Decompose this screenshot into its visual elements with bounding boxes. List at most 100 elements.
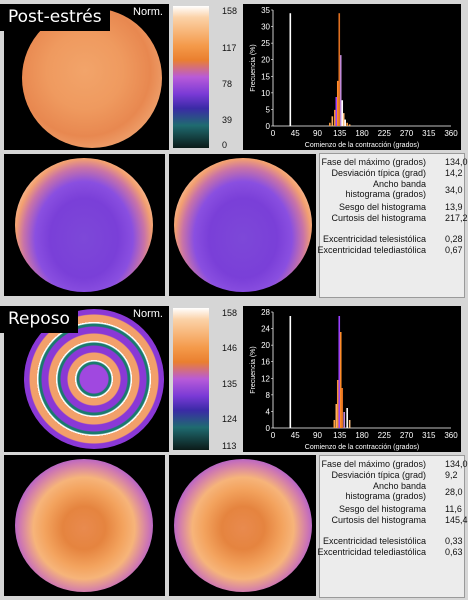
y-tick-label: 5 (266, 105, 271, 114)
x-tick-label: 135 (333, 431, 347, 440)
hist-bar (344, 119, 346, 126)
hist-bar (341, 100, 344, 126)
hist-plot-area (273, 312, 451, 428)
y-tick-label: 10 (261, 89, 270, 98)
rest-histogram: 28 24 20 16 12 8 4 00 45 90 135 180 225 270 315 360 Frec… (243, 306, 461, 452)
y-axis-label: Frecuencia (%) (250, 44, 257, 91)
y-tick-label: 16 (261, 358, 270, 367)
stat-row: Excentricidad telediastólica 0,67 (317, 245, 463, 255)
hist-bar (339, 55, 342, 126)
y-tick-label: 24 (261, 325, 270, 334)
y-tick-label: 12 (261, 374, 270, 383)
post-phase-disc-1 (15, 158, 153, 292)
y-tick-label: 28 (261, 308, 270, 317)
hist-bar (348, 124, 351, 126)
x-axis-label: Comienzo de la contracción (grados) (305, 444, 419, 451)
x-tick-label: 180 (355, 129, 369, 138)
rest-cbar-tick: 135 (222, 379, 238, 389)
rest-cbar-tick: 124 (222, 414, 238, 424)
post-stats-panel: Fase del máximo (grados) 134,0 Desviación… (317, 153, 468, 298)
post-cbar-tick: 39 (222, 115, 233, 125)
hist-bar (346, 122, 348, 126)
post-colorbar (173, 6, 209, 148)
hist-bar (336, 80, 339, 126)
hist-bar (338, 13, 341, 127)
rest-phase-disc-2 (174, 459, 312, 592)
y-tick-label: 4 (266, 407, 271, 416)
rest-stats-panel: Fase del máximo (grados) 134,0 Desviación… (317, 455, 468, 598)
rest-colorbar (173, 308, 209, 450)
x-tick-label: 360 (444, 431, 458, 440)
x-tick-label: 180 (355, 431, 369, 440)
hist-bar (334, 109, 336, 126)
post-section-label: Post-estrés (0, 4, 110, 31)
y-tick-label: 20 (261, 56, 270, 65)
stat-row: Fase del máximo (grados) 134,0 (321, 459, 468, 469)
rest-phase-image-2 (169, 455, 316, 596)
hist-bar (336, 380, 339, 428)
rest-phase-disc-1 (15, 459, 153, 592)
x-tick-label: 90 (313, 431, 322, 440)
post-histogram: 35 30 25 20 15 10 5 00 45 90 135 180 225 270 315 360 Fre… (243, 4, 461, 150)
hist-bar (329, 122, 331, 126)
post-norm-label: Norm. (133, 6, 163, 18)
hist-bar (289, 316, 292, 428)
hist-bar (338, 316, 341, 428)
x-tick-label: 225 (378, 431, 392, 440)
y-axis-label: Frecuencia (%) (250, 346, 257, 393)
rest-section-label: Reposo (0, 306, 78, 333)
stat-row: Curtosis del histograma 217,2 (331, 213, 468, 223)
x-tick-label: 0 (271, 129, 276, 138)
y-tick-label: 25 (261, 39, 270, 48)
hist-bar (341, 388, 344, 428)
y-tick-label: 0 (266, 424, 271, 433)
stat-row: Sesgo del histograma 11,6 (338, 504, 462, 514)
x-tick-label: 315 (422, 431, 436, 440)
y-tick-label: 0 (266, 122, 271, 131)
stat-row: Desviación típica (grad) 9,2 (331, 470, 458, 480)
x-tick-label: 90 (313, 129, 322, 138)
stat-row: Desviación típica (grad) 14,2 (331, 168, 463, 178)
rest-phase-image-1 (4, 455, 165, 596)
x-tick-label: 270 (400, 129, 414, 138)
post-cbar-tick: 78 (222, 79, 233, 89)
x-tick-label: 360 (444, 129, 458, 138)
post-polar-map (22, 8, 162, 148)
rest-cbar-tick: 146 (222, 343, 238, 353)
x-tick-label: 135 (333, 129, 347, 138)
rest-norm-label: Norm. (133, 308, 163, 320)
x-tick-label: 0 (271, 431, 276, 440)
hist-bar (343, 412, 345, 428)
post-phase-image-1 (4, 154, 165, 296)
stat-row: Ancho banda histograma (grados) 34,0 (345, 179, 463, 199)
stat-row: Sesgo del histograma 13,9 (338, 202, 463, 212)
stat-row: Fase del máximo (grados) 134,0 (321, 157, 468, 167)
hist-bar (346, 408, 348, 428)
y-tick-label: 15 (261, 72, 270, 81)
hist-bar (348, 420, 351, 428)
y-tick-label: 8 (266, 391, 271, 400)
x-tick-label: 225 (378, 129, 392, 138)
y-tick-label: 30 (261, 23, 270, 32)
rest-cbar-tick: 158 (222, 308, 238, 318)
y-tick-label: 20 (261, 341, 270, 350)
hist-bar (342, 113, 345, 126)
stat-row: Excentricidad telesistólica 0,33 (322, 536, 463, 546)
x-tick-label: 45 (291, 129, 300, 138)
y-tick-label: 35 (261, 6, 270, 15)
stat-row: Ancho banda histograma (grados) 28,0 (345, 481, 463, 501)
stat-row: Excentricidad telediastólica 0,63 (317, 547, 463, 557)
post-cbar-tick: 0 (222, 140, 228, 150)
hist-bar (335, 404, 338, 428)
post-cbar-tick: 117 (222, 43, 237, 53)
x-tick-label: 315 (422, 129, 436, 138)
hist-bar (289, 13, 292, 127)
hist-bar (331, 116, 334, 126)
post-phase-disc-2 (174, 158, 312, 292)
post-phase-image-2 (169, 154, 316, 296)
x-tick-label: 270 (400, 431, 414, 440)
stat-row: Excentricidad telesistólica 0,28 (322, 234, 463, 244)
rest-cbar-tick: 113 (222, 441, 237, 451)
hist-bar (333, 420, 336, 428)
post-cbar-tick: 158 (222, 6, 238, 16)
